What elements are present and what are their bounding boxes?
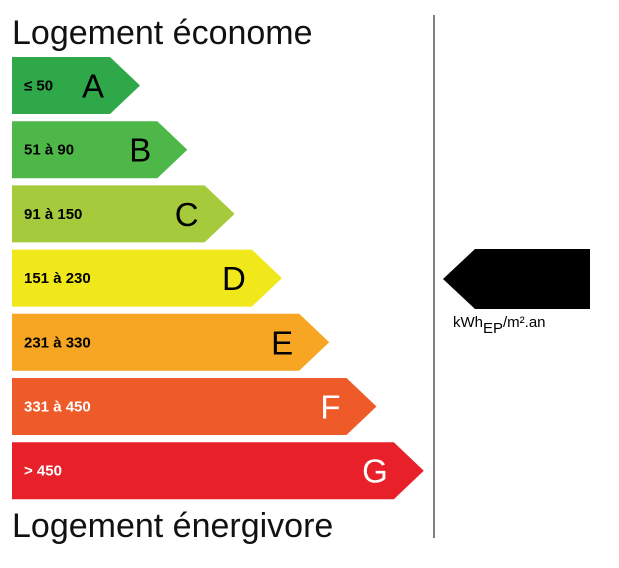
class-range: > 450 <box>24 463 62 480</box>
class-letter: A <box>82 68 104 105</box>
class-range: 331 à 450 <box>24 399 91 416</box>
class-range: 151 à 230 <box>24 270 91 287</box>
class-bar <box>12 185 235 243</box>
class-range: 51 à 90 <box>24 142 74 159</box>
indicator-arrow <box>443 249 590 309</box>
unit-main: kWh <box>453 314 483 331</box>
unit-rest: /m².an <box>503 314 546 331</box>
class-letter: E <box>271 324 293 361</box>
class-bar <box>12 442 424 500</box>
unit-sub: EP <box>483 320 503 337</box>
bottom-title: Logement énergivore <box>12 507 333 545</box>
class-letter: C <box>175 196 199 233</box>
class-bar <box>12 121 188 179</box>
class-bar <box>12 57 140 114</box>
unit-label: kWhEP/m².an <box>453 314 546 337</box>
class-letter: F <box>320 389 340 426</box>
class-letter: B <box>129 132 151 169</box>
class-letter: D <box>222 260 246 297</box>
class-range: ≤ 50 <box>24 78 53 95</box>
class-letter: G <box>362 453 388 490</box>
class-bar <box>12 249 282 307</box>
class-range: 231 à 330 <box>24 334 91 351</box>
class-bar <box>12 378 377 435</box>
class-bar <box>12 313 330 371</box>
class-range: 91 à 150 <box>24 206 82 223</box>
top-title: Logement économe <box>12 14 313 52</box>
